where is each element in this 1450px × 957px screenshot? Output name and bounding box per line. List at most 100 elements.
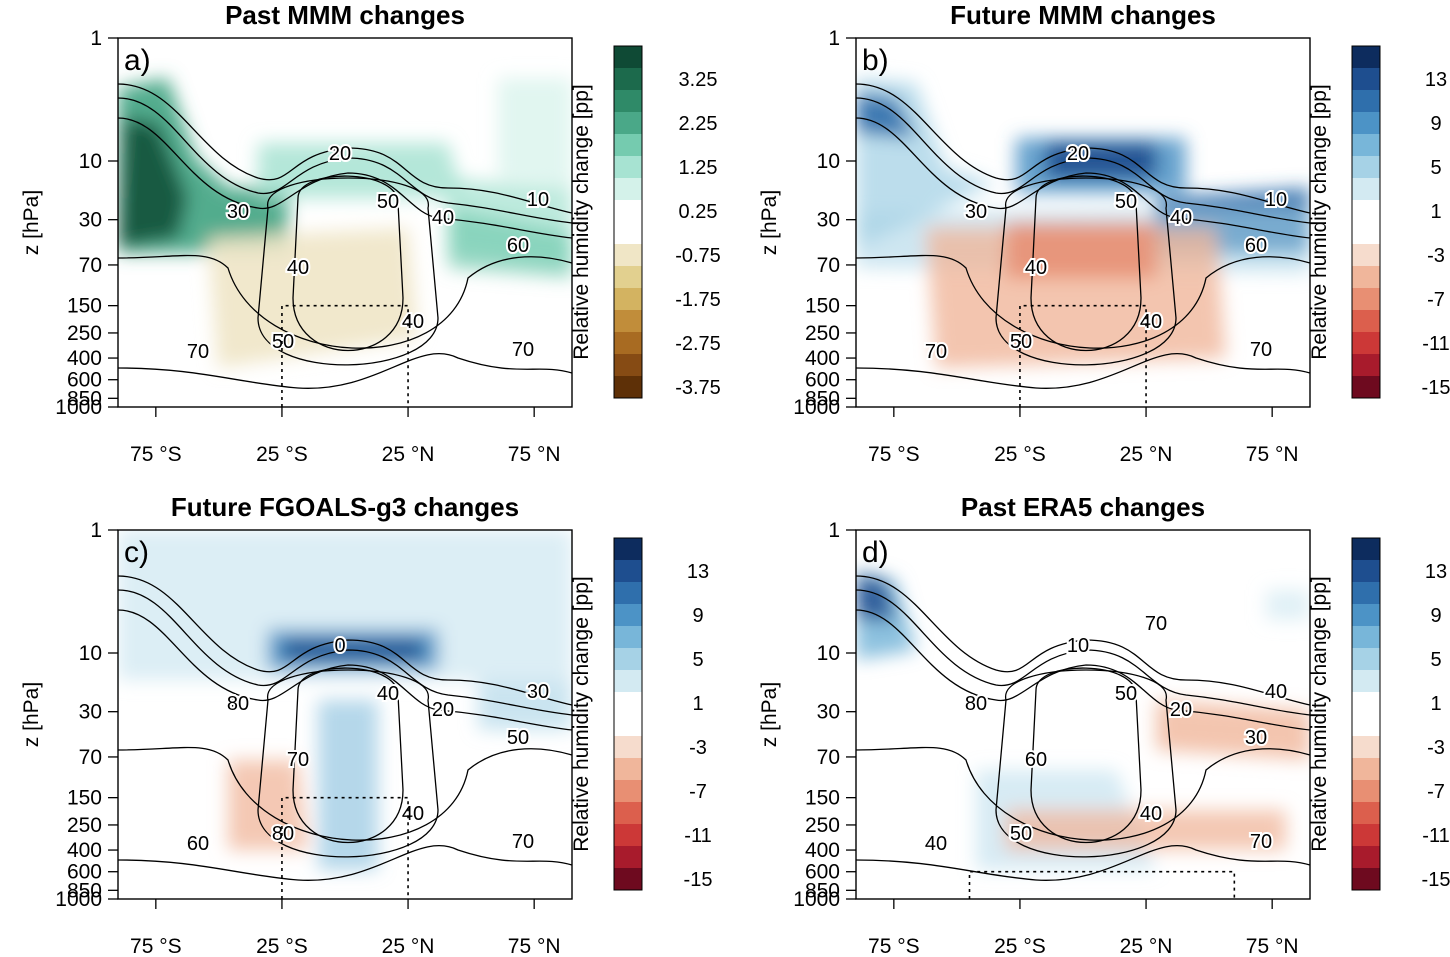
contour-label: 70 [1250, 339, 1272, 361]
plot-frame [117, 529, 573, 900]
colorbar-swatch [1352, 222, 1380, 244]
anomaly-region-3 [1156, 700, 1310, 760]
y-tick-label: 1000 [793, 396, 840, 419]
y-tick-label: 150 [805, 787, 840, 810]
colorbar-tick: -7 [1427, 781, 1445, 803]
colorbar-label: Relative humidity change [pp] [1308, 84, 1331, 360]
colorbar-swatch [1352, 376, 1380, 398]
x-tick-label: 25 °N [1120, 443, 1173, 466]
colorbar-frame [1351, 537, 1381, 891]
colorbar-swatch [614, 758, 642, 780]
colorbar-tick: -3 [689, 737, 707, 759]
panel-0: 20 30 50 10 40 60 40 40 70 50 70 1 10 30 70 150 25040060… [20, 0, 721, 466]
anomaly-region-5 [208, 228, 418, 368]
colorbar-tick: -15 [684, 869, 713, 891]
colorbar-swatch [1352, 266, 1380, 288]
contour-label: 10 [527, 189, 549, 211]
anomaly-region-7 [1006, 223, 1156, 278]
colorbar-tick: 9 [692, 605, 703, 627]
colorbar-tick: 0.25 [679, 201, 718, 223]
anomaly-region-0 [118, 530, 572, 680]
contour-line-6 [117, 844, 573, 881]
contour-line-4 [257, 177, 439, 366]
plot-frame [855, 37, 1311, 408]
colorbar-tick: -3 [1427, 245, 1445, 267]
x-tick-label: 75 °N [508, 443, 561, 466]
colorbar-tick: -7 [1427, 289, 1445, 311]
contour-label: 40 [1140, 803, 1162, 825]
contour-line-4 [995, 669, 1177, 858]
y-tick-label: 400 [805, 839, 840, 862]
contour-line-3 [1030, 175, 1142, 352]
colorbar-swatch [1352, 134, 1380, 156]
colorbar-swatch [614, 582, 642, 604]
y-axis-label: z [hPa] [20, 190, 43, 255]
colorbar-swatch [614, 68, 642, 90]
anomaly-region-1 [118, 118, 188, 248]
colorbar-tick: -1.75 [675, 289, 721, 311]
colorbar-swatch [1352, 582, 1380, 604]
contour-label: 50 [1010, 331, 1032, 353]
panel-title: Future FGOALS-g3 changes [171, 492, 519, 522]
colorbar-swatch [1352, 332, 1380, 354]
contour-line-5 [855, 746, 1311, 841]
contour-label: 70 [1250, 831, 1272, 853]
colorbar-swatch [1352, 648, 1380, 670]
contour-label: 70 [512, 831, 534, 853]
contour-line-3 [1030, 667, 1142, 844]
y-tick-label: 600 [67, 369, 102, 392]
contour-label: 50 [1010, 823, 1032, 845]
colorbar-swatch [1352, 178, 1380, 200]
y-tick-label: 850 [805, 879, 840, 902]
contour-label: 40 [432, 207, 454, 229]
anomaly-region-1 [856, 93, 916, 138]
y-tick-label: 70 [79, 746, 102, 769]
contour-label: 20 [329, 143, 351, 165]
colorbar-swatch [614, 780, 642, 802]
tropical-box [281, 796, 409, 899]
colorbar-tick: -15 [1422, 869, 1450, 891]
colorbar-tick: 1 [1430, 693, 1441, 715]
contour-label: 70 [1145, 613, 1167, 635]
colorbar-tick: -2.75 [675, 333, 721, 355]
colorbar-tick: 9 [1430, 113, 1441, 135]
contour-label: 70 [925, 341, 947, 363]
contour-line-0 [855, 83, 1311, 214]
y-tick-label: 30 [817, 701, 840, 724]
contour-label: 10 [1265, 189, 1287, 211]
colorbar-tick: -3.75 [675, 377, 721, 399]
colorbar-swatch [614, 714, 642, 736]
colorbar-swatch [1352, 758, 1380, 780]
contour-lines [855, 575, 1311, 881]
colorbar-swatch [614, 868, 642, 890]
contour-line-0 [117, 83, 573, 214]
y-tick-label: 400 [805, 347, 840, 370]
colorbar-swatch [614, 802, 642, 824]
y-tick-label: 250 [67, 322, 102, 345]
y-axis-label: z [hPa] [20, 682, 43, 747]
contour-label: 40 [1025, 257, 1047, 279]
colorbar-frame [613, 537, 643, 891]
x-tick-label: 75 °S [130, 443, 182, 466]
panel-label: c) [124, 536, 149, 569]
contour-label: 40 [287, 257, 309, 279]
contour-line-3 [292, 667, 404, 844]
contour-label: 40 [1265, 681, 1287, 703]
y-tick-label: 850 [67, 387, 102, 410]
contour-line-2 [855, 117, 1311, 239]
colorbar-tick: 13 [1425, 69, 1447, 91]
contour-label: 80 [227, 693, 249, 715]
contour-line-4 [995, 177, 1177, 366]
colorbar-swatch [1352, 714, 1380, 736]
colorbar-tick: 5 [692, 649, 703, 671]
contour-label: 70 [287, 749, 309, 771]
colorbar-swatch [614, 200, 642, 222]
anomaly-region-5 [1006, 810, 1286, 850]
contour-label: 30 [527, 681, 549, 703]
contour-label: 40 [377, 683, 399, 705]
y-tick-label: 150 [67, 787, 102, 810]
x-tick-label: 75 °S [868, 935, 920, 957]
contour-label: 50 [377, 191, 399, 213]
colorbar-swatch [1352, 354, 1380, 376]
anomaly-region-5 [228, 760, 308, 850]
